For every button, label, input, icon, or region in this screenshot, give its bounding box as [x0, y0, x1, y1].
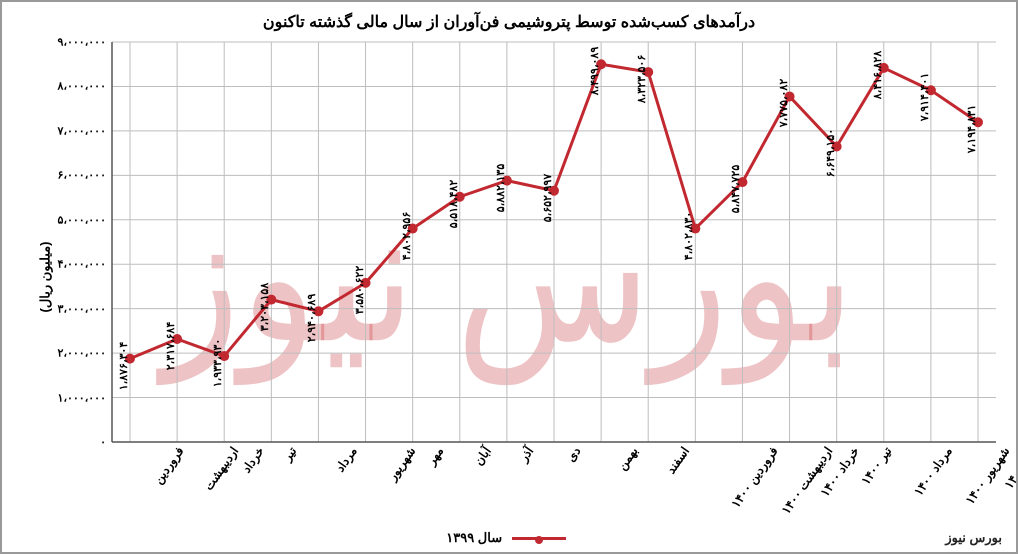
x-tick-label: فروردین ۱۴۰۰: [729, 444, 781, 510]
value-label: ۱،۹۳۳،۹۳۰: [211, 339, 224, 387]
legend: سال ۱۳۹۹: [2, 530, 1016, 546]
value-label: ۲،۳۱۷،۶۸۴: [164, 322, 177, 370]
footer-brand: بورس نیوز: [945, 530, 1002, 546]
y-tick-label: ۴،۰۰۰،۰۰۰: [58, 258, 112, 271]
value-label: ۷،۷۷۵،۰۸۲: [777, 79, 790, 127]
x-tick-label: تیر ۱۴۰۰: [858, 444, 894, 487]
y-tick-label: ۱،۰۰۰،۰۰۰: [58, 391, 112, 404]
value-label: ۱،۸۷۶،۳۰۴: [117, 341, 130, 389]
x-tick-label: اسفند: [664, 444, 692, 476]
value-label: ۸،۴۹۹،۰۸۹: [588, 47, 601, 95]
chart-svg: [112, 42, 996, 442]
value-label: ۵،۸۸۲،۱۳۵: [494, 163, 507, 211]
x-tick-label: مرداد: [333, 444, 360, 474]
value-label: ۲،۹۴۰،۶۸۹: [305, 294, 318, 342]
y-axis-label: (میلیون ریال): [37, 242, 53, 313]
chart-title: درآمدهای کسب‌شده توسط پتروشیمی فن‌آوران …: [2, 12, 1016, 32]
plot-area: ۰۱،۰۰۰،۰۰۰۲،۰۰۰،۰۰۰۳،۰۰۰،۰۰۰۴،۰۰۰،۰۰۰۵،۰…: [112, 42, 996, 442]
x-tick-label: آبان: [471, 444, 493, 468]
value-label: ۴،۸۰۲،۹۵۶: [400, 211, 413, 259]
x-tick-label: اردیبهشت: [201, 444, 241, 493]
x-tick-label: خرداد: [239, 444, 267, 475]
value-label: ۸،۳۲۳،۵۰۶: [635, 55, 648, 103]
y-tick-label: ۰: [100, 436, 112, 449]
x-tick-label: فروردین: [151, 444, 186, 486]
chart-container: درآمدهای کسب‌شده توسط پتروشیمی فن‌آوران …: [0, 0, 1018, 554]
y-tick-label: ۳،۰۰۰،۰۰۰: [58, 302, 112, 315]
legend-label: سال ۱۳۹۹: [446, 530, 502, 545]
y-tick-label: ۶،۰۰۰،۰۰۰: [58, 169, 112, 182]
value-label: ۳،۲۰۳،۱۵۸: [258, 282, 271, 330]
x-tick-label: تیر: [280, 444, 299, 463]
y-tick-label: ۹،۰۰۰،۰۰۰: [58, 36, 112, 49]
value-label: ۷،۱۹۴،۸۳۱: [965, 105, 978, 153]
y-tick-label: ۸،۰۰۰،۰۰۰: [58, 80, 112, 93]
y-tick-label: ۵،۰۰۰،۰۰۰: [58, 213, 112, 226]
x-tick-label: آذر: [516, 444, 536, 464]
value-label: ۵،۶۵۲،۹۹۷: [541, 174, 554, 222]
value-label: ۶،۶۴۹،۱۵۰: [824, 129, 837, 177]
legend-line: [512, 537, 566, 540]
value-label: ۸،۴۱۶،۸۲۸: [871, 51, 884, 99]
value-label: ۴،۸۰۲،۸۳۰: [682, 211, 695, 259]
y-tick-label: ۷،۰۰۰،۰۰۰: [58, 124, 112, 137]
x-tick-label: مهر: [424, 444, 446, 467]
y-tick-label: ۲،۰۰۰،۰۰۰: [58, 347, 112, 360]
x-tick-label: شهریور: [385, 444, 418, 483]
x-tick-label: شهریور ۱۴۰۰: [963, 444, 1013, 507]
value-label: ۵،۵۱۸،۴۸۲: [447, 179, 460, 227]
value-label: ۵،۸۴۷،۷۲۵: [729, 165, 742, 213]
x-tick-label: دی: [564, 444, 584, 464]
x-tick-label: بهمن: [615, 444, 641, 472]
x-tick-label: مرداد ۱۴۰۰: [911, 444, 955, 498]
value-label: ۷،۹۱۴،۴۰۱: [918, 73, 931, 121]
value-label: ۳،۵۸۰،۶۲۲: [353, 266, 366, 314]
